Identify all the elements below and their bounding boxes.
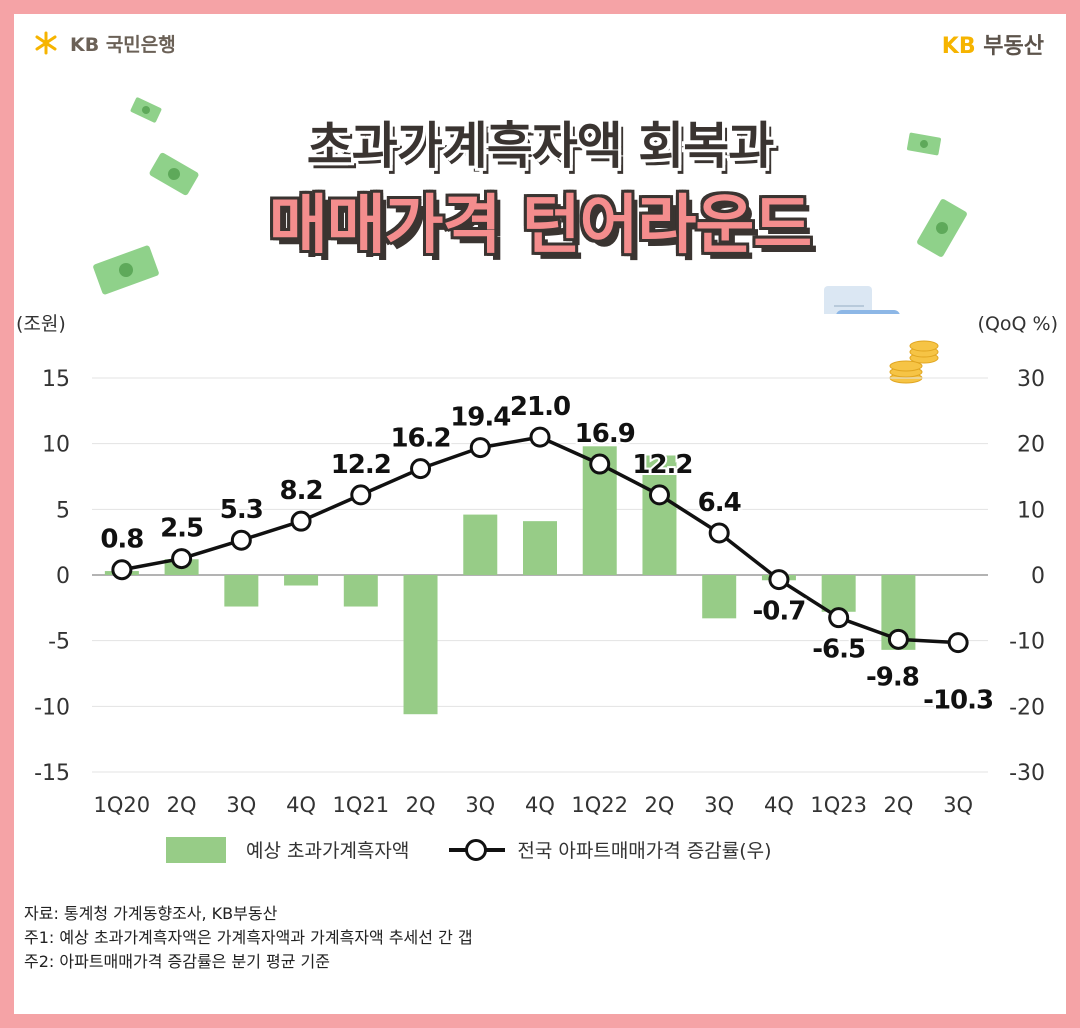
coin-stack-icon [889,340,939,384]
line-point [589,453,611,475]
y-left-tick-label: -15 [34,761,70,786]
kb-realestate-logo-kb: KB [941,34,976,59]
money-bill-icon [917,199,967,257]
money-bill-icon [149,152,199,196]
bar [403,575,438,715]
x-tick-label: 2Q [406,793,436,817]
kb-realestate-logo-text: 부동산 [983,34,1044,59]
x-tick-label: 2Q [883,793,913,817]
y-left-tick-label: 15 [42,367,70,392]
line-point [469,437,491,459]
x-tick-label: 1Q21 [332,793,389,817]
note-1: 주1: 예상 초과가계흑자액은 가계흑자액과 가계흑자액 추세선 간 갭 [24,928,473,947]
bar [284,575,319,586]
line-point [111,559,133,581]
line-point [529,426,551,448]
x-tick-label: 3Q [943,793,973,817]
line-point [947,632,969,654]
line-point [350,484,372,506]
line-data-label: 6.4 [698,488,741,518]
money-bill-icon [906,132,942,156]
bar [821,575,856,612]
bar [463,514,498,575]
line-point [230,529,252,551]
y-left-tick-label: 5 [56,498,70,523]
calculator-icon [836,310,900,314]
bar [702,575,737,619]
legend-line-label: 전국 아파트매매가격 증감률(우) [517,840,772,862]
line-data-label: 5.3 [220,495,263,525]
x-tick-label: 1Q20 [94,793,151,817]
note-source: 자료: 통계청 가계동향조사, KB부동산 [24,904,278,923]
kb-bank-logo-text: KB 국민은행 [70,33,176,56]
line-data-label: 8.2 [280,476,323,506]
kb-star-icon [35,31,57,55]
line-point [290,510,312,532]
y-right-tick-label: 30 [1017,367,1045,392]
line-data-label: 2.5 [160,514,203,544]
kb-bank-logo: KB 국민은행 [34,30,176,56]
line-data-label: 12.2 [632,450,692,480]
x-tick-label: 2Q [645,793,675,817]
y-right-tick-label: 20 [1017,433,1045,458]
bar [523,521,557,575]
x-tick-label: 4Q [525,793,555,817]
legend-line-swatch [449,837,506,863]
legend-bar-label: 예상 초과가계흑자액 [246,840,410,862]
source-notes: 자료: 통계청 가계동향조사, KB부동산 주1: 예상 초과가계흑자액은 가계… [24,902,473,974]
x-tick-label: 1Q22 [571,793,628,817]
y-right-unit-label: (QoQ %) [978,313,1058,335]
y-left-tick-label: 10 [42,433,70,458]
bar [642,455,677,575]
title-line-1: 초과가계흑자액 회복과 [306,117,774,175]
line-data-label: 16.2 [390,424,450,454]
line-point [708,522,730,544]
y-right-tick-label: -30 [1009,761,1045,786]
x-tick-label: 1Q23 [810,793,867,817]
y-right-tick-label: -20 [1009,695,1045,720]
x-tick-label: 3Q [704,793,734,817]
x-tick-label: 3Q [226,793,256,817]
line-point [768,569,790,591]
money-bill-icon [130,97,162,123]
x-tick-label: 3Q [465,793,495,817]
line-point [648,484,670,506]
line-point [171,548,193,570]
chart-legend: 예상 초과가계흑자액 전국 아파트매매가격 증감률(우) [166,836,772,863]
line-data-label: 12.2 [331,450,391,480]
y-right-tick-label: -10 [1009,630,1045,655]
y-right-tick-label: 0 [1031,564,1045,589]
y-left-unit-label: (조원) [16,313,66,335]
title-line-2: 매매가격 턴어라운드 [268,189,812,263]
line-data-label: -10.3 [923,686,993,716]
x-tick-label: 4Q [286,793,316,817]
x-tick-label: 2Q [167,793,197,817]
x-tick-label: 4Q [764,793,794,817]
bar [224,575,259,607]
line-data-label: 16.9 [575,419,635,449]
y-right-tick-label: 10 [1017,498,1045,523]
kb-realestate-logo: KB 부동산 [942,28,1044,60]
line-point [410,458,432,480]
note-2: 주2: 아파트매매가격 증감률은 분기 평균 기준 [24,952,330,971]
decoration-layer [93,97,967,314]
receipt-icon [824,286,872,314]
line-data-label: 0.8 [100,525,143,555]
line-point [887,628,909,650]
bar [343,575,378,607]
line-data-label: 21.0 [510,392,570,422]
line-data-label: -0.7 [753,597,806,627]
line-point [828,607,850,629]
line-data-label: 19.4 [450,403,510,433]
y-left-tick-label: 0 [56,564,70,589]
line-data-label: -9.8 [866,662,919,692]
legend-bar-swatch [166,836,226,863]
line-data-label: -6.5 [812,635,865,665]
money-bill-icon [93,245,159,295]
y-left-tick-label: -5 [48,630,70,655]
y-left-tick-label: -10 [34,695,70,720]
